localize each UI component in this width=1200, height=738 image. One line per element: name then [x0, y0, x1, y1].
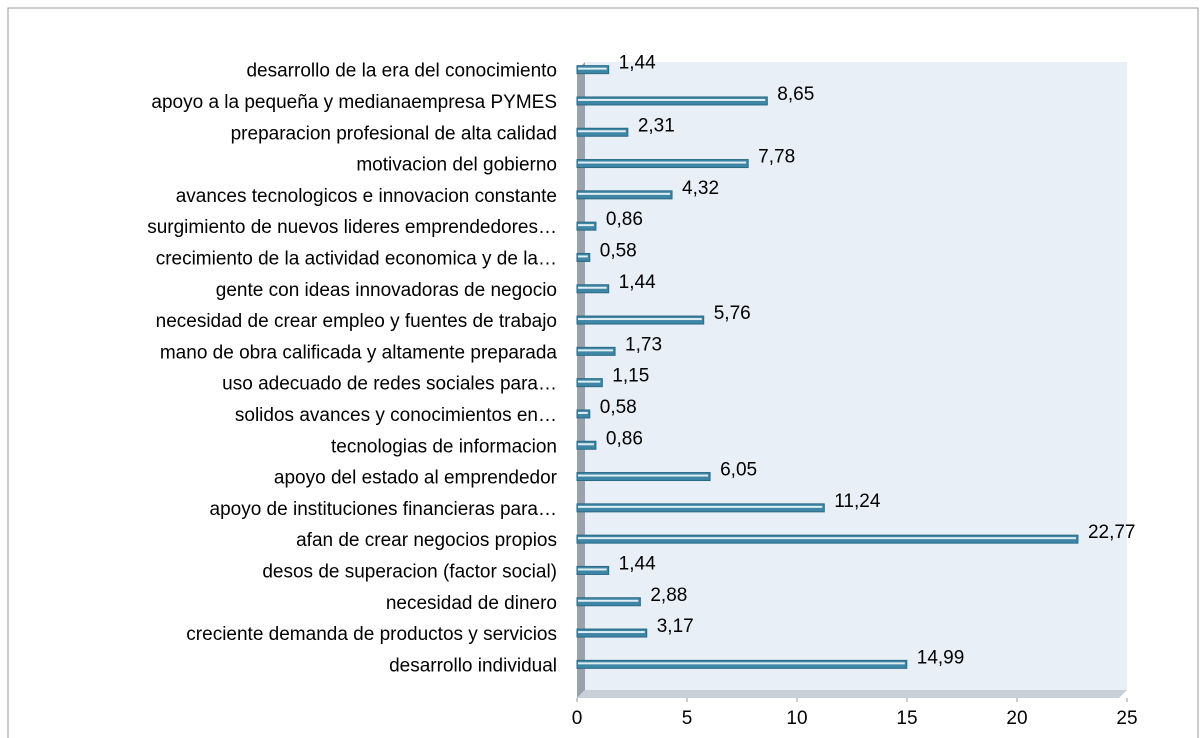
bar-highlight	[578, 224, 594, 227]
bar-highlight	[578, 286, 607, 289]
data-label: 0,86	[606, 428, 643, 449]
bar-highlight	[578, 537, 1076, 540]
data-label: 5,76	[714, 303, 751, 324]
y-tick-label: apoyo a la pequeña y medianaempresa PYME…	[151, 92, 557, 113]
data-label: 2,88	[650, 585, 687, 606]
data-label: 1,44	[619, 272, 656, 293]
bar-highlight	[578, 380, 601, 383]
data-label: 14,99	[917, 647, 965, 668]
x-tick-label: 25	[1116, 708, 1137, 729]
data-label: 3,17	[657, 616, 694, 637]
y-tick-label: desarrollo de la era del conocimiento	[246, 61, 557, 82]
x-tick-label: 15	[896, 708, 917, 729]
data-label: 1,73	[625, 334, 662, 355]
x-tick-label: 5	[682, 708, 693, 729]
y-tick-label: preparacion profesional de alta calidad	[231, 123, 557, 144]
y-tick-label: uso adecuado de redes sociales para…	[222, 374, 557, 395]
plot-wall	[585, 62, 1127, 690]
data-label: 0,86	[606, 209, 643, 230]
y-tick-label: necesidad de crear empleo y fuentes de t…	[156, 311, 557, 332]
y-tick-label: tecnologias de informacion	[331, 436, 557, 457]
data-label: 22,77	[1088, 522, 1136, 543]
y-tick-label: crecimiento de la actividad economica y …	[156, 248, 557, 269]
y-tick-label: desarrollo individual	[389, 655, 557, 676]
bar-highlight	[578, 599, 639, 602]
bar-highlight	[578, 192, 671, 195]
data-label: 8,65	[777, 84, 814, 105]
bar-highlight	[578, 318, 702, 321]
bar-highlight	[578, 349, 614, 352]
y-tick-label: motivacion del gobierno	[356, 155, 557, 176]
data-label: 4,32	[682, 178, 719, 199]
bar-highlight	[578, 98, 766, 101]
bar-highlight	[578, 568, 607, 571]
plot-floor	[577, 690, 1127, 698]
y-tick-label: avances tecnologicos e innovacion consta…	[176, 186, 557, 207]
data-label: 11,24	[834, 491, 881, 512]
x-tick-label: 10	[786, 708, 807, 729]
y-tick-label: gente con ideas innovadoras de negocio	[216, 280, 557, 301]
x-tick-label: 20	[1006, 708, 1027, 729]
data-label: 1,44	[619, 553, 656, 574]
data-label: 7,78	[758, 147, 795, 168]
data-label: 1,15	[612, 366, 649, 387]
bar-highlight	[578, 505, 823, 508]
data-label: 2,31	[638, 115, 675, 136]
y-tick-label: surgimiento de nuevos lideres emprendedo…	[147, 217, 557, 238]
y-tick-label: apoyo de instituciones financieras para…	[210, 499, 557, 520]
data-label: 0,58	[600, 397, 637, 418]
y-tick-label: apoyo del estado al emprendedor	[274, 468, 558, 489]
data-label: 0,58	[600, 240, 637, 261]
bar-highlight	[578, 443, 594, 446]
bar-highlight	[578, 130, 626, 133]
y-tick-label: solidos avances y conocimientos en…	[235, 405, 557, 426]
y-tick-label: creciente demanda de productos y servici…	[186, 624, 557, 645]
bar-highlight	[578, 474, 709, 477]
y-tick-label: mano de obra calificada y altamente prep…	[160, 342, 558, 363]
bar-highlight	[578, 631, 645, 634]
bar-highlight	[578, 255, 588, 258]
bar-highlight	[578, 662, 905, 665]
x-tick-label: 0	[572, 708, 583, 729]
data-label: 6,05	[720, 460, 757, 481]
bar-highlight	[578, 161, 747, 164]
bar-highlight	[578, 67, 607, 70]
y-tick-label: desos de superacion (factor social)	[262, 561, 557, 582]
bar-highlight	[578, 411, 588, 414]
data-label: 1,44	[619, 53, 656, 74]
y-tick-label: afan de crear negocios propios	[296, 530, 557, 551]
y-tick-label: necesidad de dinero	[386, 593, 557, 614]
